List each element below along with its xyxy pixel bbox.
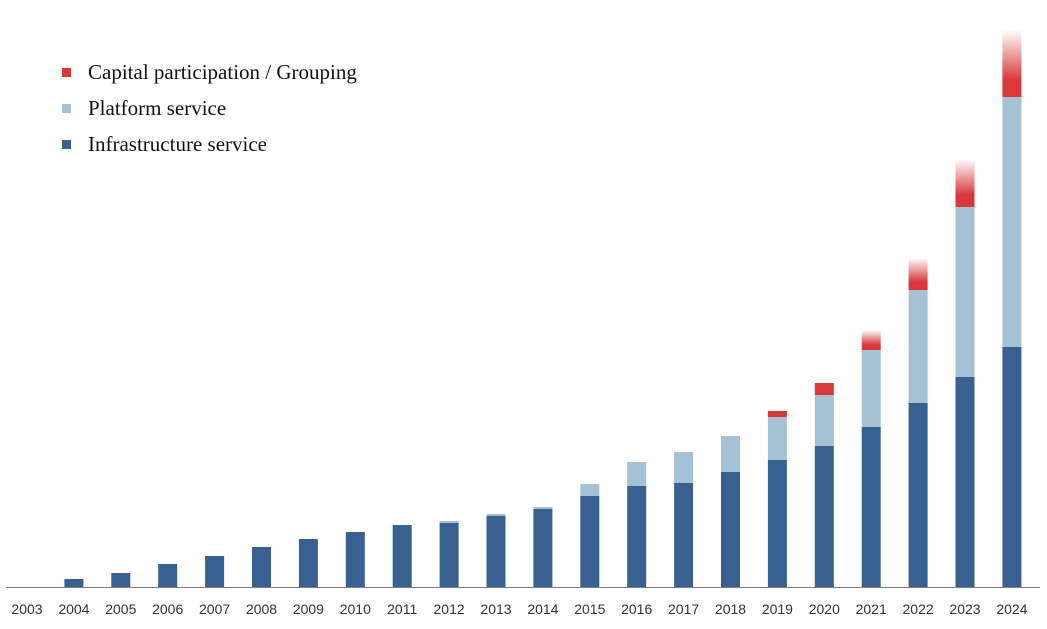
bar-infrastructure-2004 [64,579,84,587]
legend-label-platform: Platform service [88,95,227,120]
bar-infrastructure-2007 [205,556,225,587]
bar-platform-2013 [486,514,506,516]
legend-item-platform: Platform service [62,90,357,126]
bar-platform-2020 [814,395,834,446]
legend-swatch-infrastructure [62,139,71,149]
bar-platform-2019 [767,417,787,460]
bar-infrastructure-2010 [345,532,365,587]
legend-label-infrastructure: Infrastructure service [88,131,267,156]
x-tick-label: 2021 [856,601,887,617]
x-tick-label: 2014 [527,601,558,617]
bar-infrastructure-2012 [439,523,459,587]
bar-capital-2023 [955,159,975,207]
legend-label-capital: Capital participation / Grouping [88,59,357,84]
x-tick-label: 2022 [903,601,934,617]
bar-platform-2012 [439,521,459,523]
bar-platform-2024 [1002,97,1022,347]
bar-infrastructure-2018 [721,472,740,587]
bar-infrastructure-2023 [955,377,975,587]
x-tick-label: 2017 [668,601,699,617]
x-tick-label: 2010 [340,601,371,617]
x-tick-label: 2019 [762,601,793,617]
bar-infrastructure-2019 [767,460,787,587]
bar-infrastructure-2015 [580,496,600,587]
bar-platform-2014 [533,507,553,509]
bar-platform-2016 [627,462,647,486]
x-tick-label: 2011 [387,601,417,617]
bar-platform-2022 [908,290,928,403]
bar-platform-2018 [721,436,740,472]
x-tick-label: 2023 [949,601,980,617]
bar-infrastructure-2020 [814,446,834,587]
bar-infrastructure-2006 [158,564,178,587]
bar-infrastructure-2011 [392,525,412,587]
x-tick-label: 2024 [996,601,1027,617]
bar-infrastructure-2014 [533,509,553,587]
x-tick-label: 2012 [434,601,465,617]
bar-capital-2019 [767,411,787,417]
bar-capital-2022 [908,258,928,290]
bar-platform-2023 [955,207,975,377]
bars-layer [64,30,1022,587]
bar-infrastructure-2022 [908,403,928,587]
legend-item-capital: Capital participation / Grouping [62,54,357,90]
x-tick-label: 2013 [480,601,511,617]
bar-capital-2020 [814,383,834,395]
x-tick-label: 2005 [105,601,136,617]
x-tick-label: 2003 [11,601,42,617]
bar-infrastructure-2024 [1002,347,1022,587]
bar-infrastructure-2016 [627,486,647,587]
bar-infrastructure-2021 [861,427,881,587]
bar-infrastructure-2005 [111,573,131,587]
x-tick-label: 2006 [152,601,183,617]
x-tick-labels: 2003 2004 2005 2006 2007 2008 2009 2010 2011 2012… [11,601,1027,617]
bar-platform-2015 [580,484,600,496]
legend-swatch-platform [62,103,71,113]
x-tick-label: 2015 [574,601,605,617]
bar-capital-2024 [1002,30,1022,97]
x-tick-label: 2008 [246,601,277,617]
x-tick-label: 2004 [58,601,89,617]
bar-platform-2017 [674,452,694,483]
x-tick-label: 2020 [809,601,840,617]
bar-platform-2021 [861,350,881,427]
legend-swatch-capital [62,67,71,77]
x-tick-label: 2016 [621,601,652,617]
legend: Capital participation / Grouping Platfor… [62,54,357,162]
x-tick-label: 2009 [293,601,324,617]
bar-infrastructure-2013 [486,516,506,587]
x-tick-label: 2007 [199,601,230,617]
bar-capital-2021 [861,330,881,350]
bar-infrastructure-2009 [298,539,318,587]
legend-item-infrastructure: Infrastructure service [62,126,357,162]
x-tick-label: 2018 [715,601,746,617]
bar-infrastructure-2017 [674,483,694,587]
bar-infrastructure-2008 [252,547,271,587]
